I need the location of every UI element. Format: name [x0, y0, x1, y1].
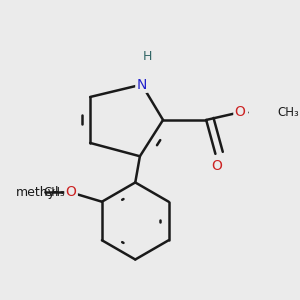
Text: CH₃: CH₃ [44, 186, 65, 199]
Text: N: N [136, 78, 147, 92]
Text: O: O [66, 185, 76, 200]
Text: methyl: methyl [15, 186, 59, 199]
Text: O: O [212, 159, 222, 173]
Text: O: O [235, 105, 245, 119]
Text: H: H [143, 50, 153, 63]
Text: CH₃: CH₃ [277, 106, 299, 119]
